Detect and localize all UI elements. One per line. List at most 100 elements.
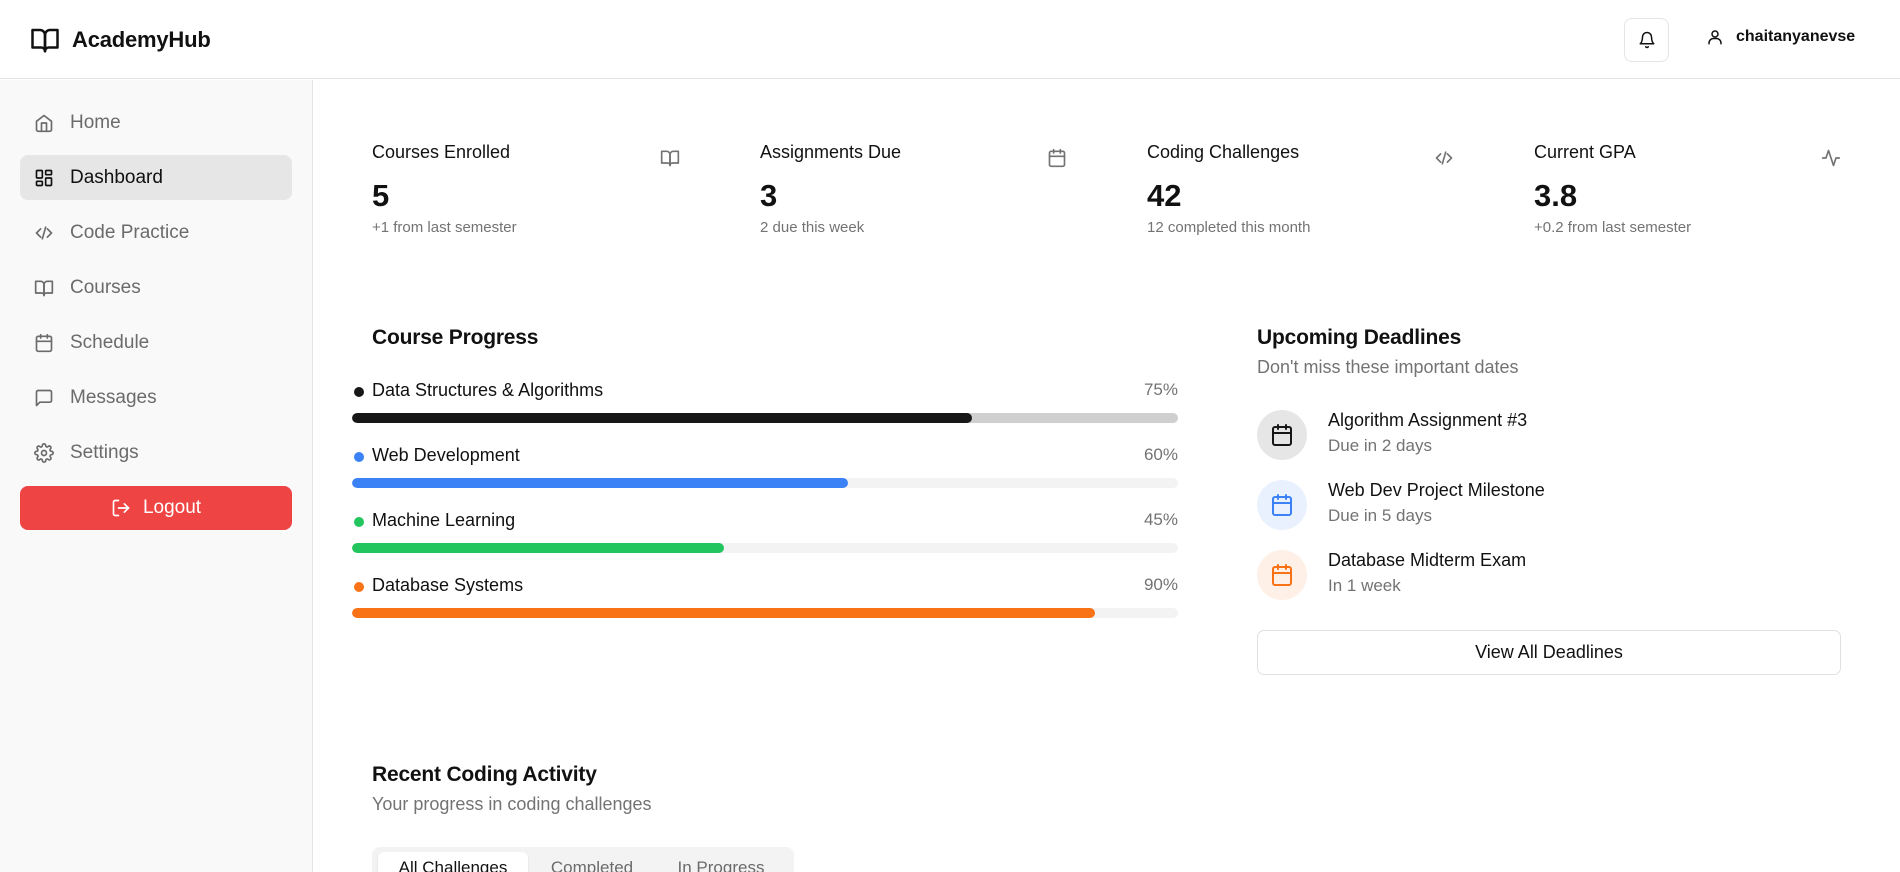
course-name: Database Systems <box>372 575 524 595</box>
user-icon <box>1706 28 1724 46</box>
course-percent: 45% <box>1143 510 1178 529</box>
progress-fill <box>352 478 848 488</box>
course-progress-item: Database Systems 90% <box>352 575 1178 625</box>
progress-fill <box>352 413 972 423</box>
deadline-title: Algorithm Assignment #3 <box>1328 410 1528 430</box>
stat-value: 5 <box>372 178 390 213</box>
book-open-icon <box>30 25 60 55</box>
course-color-dot <box>354 387 364 397</box>
calendar-icon <box>34 333 54 353</box>
deadline-due: Due in 5 days <box>1328 506 1432 525</box>
tab-in-progress[interactable]: In Progress <box>677 858 765 872</box>
book-icon <box>660 148 680 168</box>
message-icon <box>34 388 54 408</box>
stat-title: Courses Enrolled <box>372 142 511 162</box>
sidebar-item-label: Messages <box>70 386 157 408</box>
sidebar-item-label: Schedule <box>70 331 150 353</box>
stat-card-assignments: Assignments Due 3 2 due this week <box>760 142 1090 252</box>
stat-card-gpa: Current GPA 3.8 +0.2 from last semester <box>1534 142 1864 252</box>
sidebar-item-home[interactable]: Home <box>20 100 292 145</box>
course-name: Web Development <box>372 445 520 465</box>
deadline-due: Due in 2 days <box>1328 436 1432 455</box>
code-icon <box>1434 148 1454 168</box>
course-percent: 75% <box>1143 380 1178 399</box>
calendar-icon <box>1257 480 1307 530</box>
stat-title: Current GPA <box>1534 142 1636 162</box>
sidebar: Home Dashboard Code Practice <box>0 80 313 872</box>
activity-icon <box>1821 148 1841 168</box>
progress-fill <box>352 543 724 553</box>
course-color-dot <box>354 452 364 462</box>
progress-track <box>352 543 1178 553</box>
deadline-item[interactable]: Web Dev Project Milestone Due in 5 days <box>1257 480 1757 540</box>
deadlines-subtitle: Don't miss these important dates <box>1257 357 1519 377</box>
course-color-dot <box>354 517 364 527</box>
stat-subtext: +0.2 from last semester <box>1534 219 1692 236</box>
sidebar-item-code-practice[interactable]: Code Practice <box>20 210 292 255</box>
course-color-dot <box>354 582 364 592</box>
brand-name: AcademyHub <box>72 27 211 52</box>
user-menu[interactable]: chaitanyanevse <box>1706 28 1855 46</box>
stat-value: 3 <box>760 178 778 213</box>
coding-activity-subtitle: Your progress in coding challenges <box>372 794 652 814</box>
deadline-due: In 1 week <box>1328 576 1401 595</box>
course-name: Data Structures & Algorithms <box>372 380 604 400</box>
coding-activity-title: Recent Coding Activity <box>372 763 597 786</box>
stat-value: 42 <box>1147 178 1182 213</box>
sidebar-item-dashboard[interactable]: Dashboard <box>20 155 292 200</box>
bell-icon <box>1638 31 1656 49</box>
course-progress-title: Course Progress <box>372 326 539 349</box>
calendar-icon <box>1257 410 1307 460</box>
course-name: Machine Learning <box>372 510 516 530</box>
stat-subtext: 2 due this week <box>760 219 865 236</box>
logout-label: Logout <box>142 497 202 518</box>
stat-title: Assignments Due <box>760 142 902 162</box>
stat-subtext: 12 completed this month <box>1147 219 1311 236</box>
brand-logo[interactable]: AcademyHub <box>30 25 211 55</box>
notifications-button[interactable] <box>1624 18 1669 62</box>
sidebar-item-label: Code Practice <box>70 221 190 243</box>
course-progress-item: Data Structures & Algorithms 75% <box>352 380 1178 430</box>
course-progress-item: Machine Learning 45% <box>352 510 1178 560</box>
sidebar-item-label: Dashboard <box>70 166 163 188</box>
course-percent: 60% <box>1143 445 1178 464</box>
deadlines-title: Upcoming Deadlines <box>1257 326 1462 349</box>
tab-completed[interactable]: Completed <box>550 858 634 872</box>
logout-button[interactable]: Logout <box>20 486 292 530</box>
course-percent: 90% <box>1143 575 1178 594</box>
sidebar-item-label: Settings <box>70 441 139 463</box>
username: chaitanyanevse <box>1736 28 1856 45</box>
challenge-tabs: All Challenges Completed In Progress <box>372 847 794 872</box>
stat-value: 3.8 <box>1534 178 1578 213</box>
code-icon <box>34 223 54 243</box>
deadline-item[interactable]: Algorithm Assignment #3 Due in 2 days <box>1257 410 1757 470</box>
view-all-deadlines-button[interactable]: View All Deadlines <box>1257 630 1841 675</box>
sidebar-item-messages[interactable]: Messages <box>20 375 292 420</box>
logout-icon <box>111 498 131 518</box>
sidebar-item-label: Courses <box>70 276 141 298</box>
stat-card-courses: Courses Enrolled 5 +1 from last semester <box>372 142 702 252</box>
tab-all-challenges[interactable]: All Challenges <box>378 852 528 872</box>
deadline-title: Web Dev Project Milestone <box>1328 480 1545 500</box>
progress-track <box>352 478 1178 488</box>
progress-track <box>352 608 1178 618</box>
deadline-item[interactable]: Database Midterm Exam In 1 week <box>1257 550 1757 610</box>
calendar-icon <box>1047 148 1067 168</box>
dashboard-icon <box>34 168 54 188</box>
deadline-title: Database Midterm Exam <box>1328 550 1527 570</box>
stat-subtext: +1 from last semester <box>372 219 517 236</box>
top-header: AcademyHub chaitanyanevse <box>0 0 1900 79</box>
progress-track <box>352 413 1178 423</box>
course-progress-item: Web Development 60% <box>352 445 1178 495</box>
sidebar-item-courses[interactable]: Courses <box>20 265 292 310</box>
sidebar-item-label: Home <box>70 111 121 133</box>
gear-icon <box>34 442 54 463</box>
calendar-icon <box>1257 550 1307 600</box>
book-icon <box>34 278 54 298</box>
home-icon <box>34 113 54 133</box>
stat-title: Coding Challenges <box>1147 142 1300 162</box>
sidebar-item-schedule[interactable]: Schedule <box>20 320 292 365</box>
sidebar-item-settings[interactable]: Settings <box>20 430 292 475</box>
stat-card-coding-challenges: Coding Challenges 42 12 completed this m… <box>1147 142 1477 252</box>
progress-fill <box>352 608 1096 618</box>
